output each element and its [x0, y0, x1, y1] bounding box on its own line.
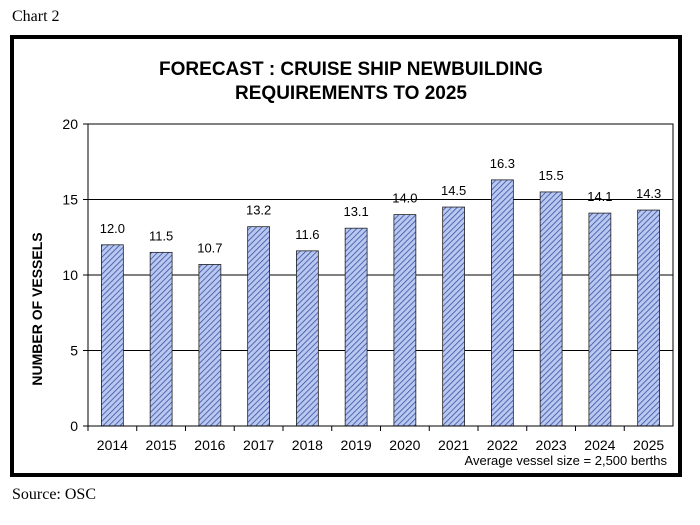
- bar-2021: [442, 206, 465, 427]
- x-tick-label-2023: 2023: [536, 437, 567, 453]
- data-label-2024: 14.1: [587, 189, 612, 204]
- x-tick-label-2016: 2016: [194, 437, 225, 453]
- bar-2023: [539, 191, 563, 427]
- y-tick-label: 0: [70, 418, 78, 434]
- chart-title-line-1: FORECAST : CRUISE SHIP NEWBUILDING: [159, 59, 543, 80]
- data-label-2020: 14.0: [392, 191, 417, 206]
- y-tick-label: 20: [62, 116, 78, 132]
- x-tick-label-2024: 2024: [584, 437, 615, 453]
- x-tick-label-2025: 2025: [633, 437, 664, 453]
- data-label-2016: 10.7: [197, 240, 222, 255]
- chart-svg: FORECAST : CRUISE SHIP NEWBUILDING REQUI…: [29, 59, 674, 468]
- bar-2025: [637, 209, 660, 427]
- data-label-2015: 11.5: [149, 228, 173, 243]
- bar-2024: [588, 212, 612, 427]
- chart-frame: FORECAST : CRUISE SHIP NEWBUILDING REQUI…: [10, 35, 682, 477]
- data-label-2025: 14.3: [636, 186, 661, 201]
- y-tick-label: 15: [62, 192, 78, 208]
- chart-title-line-2: REQUIREMENTS TO 2025: [235, 83, 467, 104]
- x-tick-label-2019: 2019: [341, 437, 372, 453]
- chart-caption: Chart 2: [12, 8, 60, 25]
- bar-2016: [198, 264, 222, 427]
- data-label-2021: 14.5: [441, 183, 466, 198]
- bar-2020: [393, 214, 417, 427]
- data-label-2017: 13.2: [246, 203, 271, 218]
- x-tick-label-2021: 2021: [438, 437, 469, 453]
- chart-note: Average vessel size = 2,500 berths: [465, 453, 668, 468]
- bar-2014: [101, 244, 124, 427]
- bar-2018: [296, 250, 319, 427]
- data-label-2019: 13.1: [343, 204, 368, 219]
- x-tick-label-2015: 2015: [146, 437, 177, 453]
- bar-2015: [149, 251, 173, 427]
- data-label-2018: 11.6: [295, 227, 319, 242]
- x-tick-label-2018: 2018: [292, 437, 323, 453]
- data-label-2023: 15.5: [538, 168, 563, 183]
- x-tick-label-2020: 2020: [389, 437, 420, 453]
- data-label-2014: 12.0: [100, 221, 125, 236]
- bar-2022: [491, 179, 514, 427]
- x-tick-label-2022: 2022: [487, 437, 518, 453]
- bars: 12.0 11.5 10.7 13.2 11.6 13.1 14.0 14.5 16.3 15.5…: [100, 156, 661, 427]
- y-tick-label: 5: [70, 343, 78, 359]
- source-caption: Source: OSC: [12, 486, 96, 503]
- x-tick-label-2014: 2014: [97, 437, 128, 453]
- axes: 0 5 10 15 20 2014 2015 2016 2017 2018 2019 2020 2021…: [62, 116, 674, 453]
- bar-2019: [344, 227, 368, 427]
- y-tick-label: 10: [62, 267, 78, 283]
- y-axis-label: NUMBER OF VESSELS: [29, 232, 45, 385]
- bar-2017: [247, 226, 270, 427]
- x-tick-label-2017: 2017: [243, 437, 274, 453]
- data-label-2022: 16.3: [490, 156, 515, 171]
- grid-lines: [88, 123, 673, 427]
